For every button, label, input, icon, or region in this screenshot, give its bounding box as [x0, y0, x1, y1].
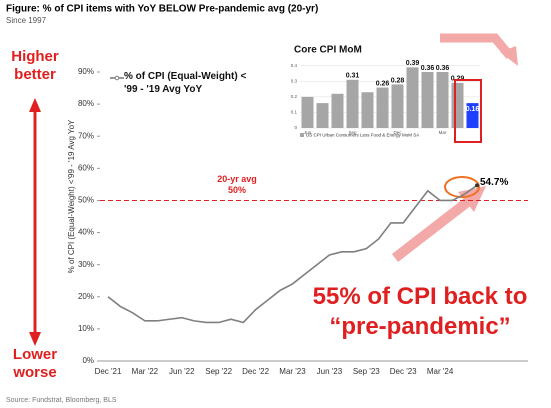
inset-x-tick-label: Dec: [393, 130, 402, 135]
inset-y-tick-label: 0.2: [291, 94, 298, 99]
inset-bar: [331, 93, 344, 128]
pink-arrow: [440, 33, 514, 59]
arrow-head: [29, 332, 41, 346]
x-tick-label: Jun '23: [317, 367, 343, 376]
inset-data-label: 0.36: [436, 65, 450, 72]
inset-y-tick-label: 0.3: [291, 79, 298, 84]
inset-bar: [451, 82, 464, 128]
x-tick-label: Jun '22: [169, 367, 195, 376]
left-top-box: Higher better: [11, 48, 59, 83]
inset-data-label: 0.26: [376, 80, 390, 87]
inset-legend-label: US CPI Urban Consumers Less Food & Energ…: [306, 133, 419, 138]
x-tick-label: Dec '23: [390, 367, 417, 376]
inset-data-label: 0.16: [466, 106, 480, 113]
inset-bar: [466, 103, 479, 128]
source: Source: Fundstrat, Bloomberg, BLS: [6, 397, 117, 404]
inset-x-tick-label: Jun: [304, 130, 312, 135]
legend-box: % of CPI (Equal-Weight) < '99 - '19 Avg …: [124, 71, 247, 95]
inset-bar: [301, 96, 314, 128]
inset-bar: [376, 87, 389, 128]
arrow-head: [29, 98, 41, 112]
inset-bar: [406, 67, 419, 128]
y-tick-label: 70%: [78, 131, 94, 140]
x-tick-label: Mar '22: [132, 367, 159, 376]
inset-bar: [316, 103, 329, 128]
highlight-box: [454, 79, 482, 143]
pink-arrow-head: [500, 46, 518, 66]
y-tick-label: 0%: [82, 356, 94, 365]
y-tick-label: 30%: [78, 260, 94, 269]
y-tick-label: 80%: [78, 99, 94, 108]
inset-x-tick-label: Mar: [439, 130, 447, 135]
x-tick-label: Sep '22: [205, 367, 232, 376]
inset-data-label: 0.39: [406, 60, 420, 67]
y-tick-label: 90%: [78, 67, 94, 76]
legend-label: % of CPI (Equal-Weight) < '99 - '19 Avg …: [124, 71, 247, 95]
inset-bar: [391, 84, 404, 128]
reference-label: 20-yr avg: [217, 174, 257, 184]
inset-bar: [421, 72, 434, 128]
inset-y-tick-label: 0: [294, 125, 297, 130]
callout: 55% of CPI back to “pre-pandemic”: [312, 283, 528, 340]
x-tick-label: Dec '21: [95, 367, 122, 376]
x-tick-label: Sep '23: [353, 367, 380, 376]
inset-bar: [436, 72, 449, 128]
reference-value-label: 50%: [228, 185, 246, 195]
callout-box: 55% of CPI back to “pre-pandemic”: [312, 283, 528, 340]
inset-x-tick-label: Sep: [348, 130, 357, 135]
series-line: [107, 184, 478, 324]
y-tick-label: 20%: [78, 292, 94, 301]
inset-data-label: 0.31: [346, 73, 360, 80]
pink-arrow-head: [458, 186, 486, 212]
y-tick-label: 60%: [78, 163, 94, 172]
inset-data-label: 0.28: [391, 77, 405, 84]
pink-arrow: [391, 196, 474, 262]
x-tick-label: Dec '22: [242, 367, 269, 376]
left-bottom-box: Lower worse: [12, 346, 58, 381]
data-label: 54.7%: [480, 177, 508, 188]
left-bottom: Lower worse: [12, 346, 58, 381]
x-tick-label: Mar '24: [427, 367, 454, 376]
x-tick-label: Mar '23: [279, 367, 306, 376]
y-tick-label: 10%: [78, 324, 94, 333]
inset-title: Core CPI MoM: [294, 45, 362, 56]
inset-bar: [361, 92, 374, 128]
left-top: Higher better: [11, 48, 59, 83]
inset-y-tick-label: 0.1: [291, 110, 298, 115]
inset-legend-swatch: [300, 133, 304, 137]
end-point: [475, 183, 479, 188]
y-tick-label: 40%: [78, 228, 94, 237]
title: Figure: % of CPI items with YoY BELOW Pr…: [6, 4, 318, 15]
inset-bar: [346, 79, 359, 128]
legend-dot: [114, 75, 120, 81]
subtitle: Since 1997: [6, 16, 47, 25]
y-axis-label: % of CPI (Equal-Weight) <'99 - '19 Avg Y…: [67, 119, 76, 273]
inset-y-tick-label: 0.4: [291, 63, 298, 68]
y-tick-label: 50%: [78, 196, 94, 205]
inset-data-label: 0.36: [421, 65, 435, 72]
highlight-circle: [444, 176, 480, 198]
